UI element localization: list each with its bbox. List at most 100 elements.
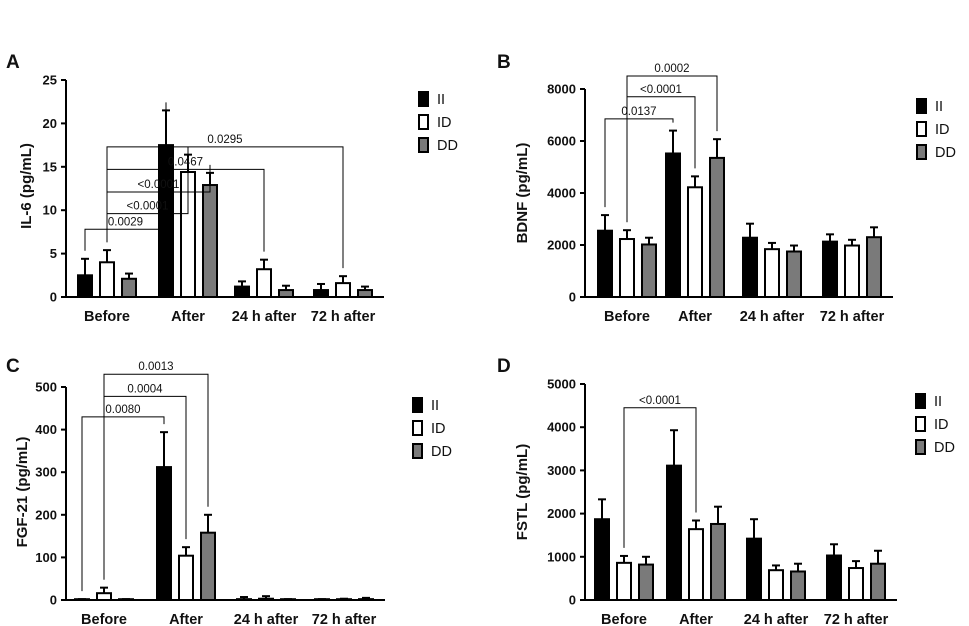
legend-label-dd: DD [437, 138, 458, 154]
panel-a-plot: 0 5 10 15 20 25 Before After 24 h after 72 h afte… [43, 73, 458, 326]
x-category-label: 72 h after [824, 612, 889, 626]
p-value-label: <0.0001 [640, 84, 682, 96]
legend-swatch-dd [915, 439, 926, 455]
bar-id [99, 261, 115, 298]
y-tick-label: 4000 [547, 186, 576, 201]
panel-a-ylabel: IL-6 (pg/mL) [18, 143, 35, 229]
y-tick-label: 3000 [547, 463, 576, 478]
y-tick-label: 2000 [547, 238, 576, 253]
y-tick-label: 1000 [547, 549, 576, 564]
bar-ii [666, 464, 682, 602]
y-tick-label: 2000 [547, 506, 576, 521]
legend-swatch-dd [418, 137, 429, 153]
p-value-label: <0.0001 [127, 201, 169, 213]
bar-ii [236, 598, 252, 602]
x-category-label: After [169, 612, 203, 626]
bar-ii [597, 229, 613, 298]
panel-c-plot: 0 100 200 300 400 500 Before After 24 h after 72 … [35, 361, 452, 626]
x-category-label: Before [81, 612, 127, 626]
x-category-label: 24 h after [740, 309, 805, 325]
bar-dd [357, 289, 373, 298]
panel-d-letter: D [497, 356, 511, 377]
x-category-label: 24 h after [744, 612, 809, 626]
bar-id [616, 561, 632, 602]
significance-bracket [81, 416, 165, 592]
panel-b: B BDNF (pg/mL) 0 2000 4000 6000 8000 Before Af… [497, 52, 956, 325]
y-tick-label: 0 [50, 593, 57, 608]
panel-d: D FSTL (pg/mL) 0 1000 2000 3000 4000 5000 Befo… [497, 356, 955, 626]
y-tick-label: 0 [569, 593, 576, 608]
x-category-label: Before [604, 309, 650, 325]
panel-c-ylabel: FGF-21 (pg/mL) [14, 437, 31, 548]
panel-b-letter: B [497, 52, 511, 73]
y-tick-label: 6000 [547, 134, 576, 149]
legend-label-ii: II [935, 99, 943, 115]
x-category-label: Before [601, 612, 647, 626]
bar-dd [358, 598, 374, 602]
panel-a: A IL-6 (pg/mL) 0 5 10 15 20 25 Before After 24 h… [6, 52, 458, 325]
bar-id [764, 248, 780, 299]
bar-id [258, 597, 274, 601]
bar-dd [870, 562, 886, 601]
legend-label-ii: II [431, 398, 439, 414]
panel-c: C FGF-21 (pg/mL) 0 100 200 300 400 500 Before A… [6, 356, 452, 626]
bar-id [256, 268, 272, 298]
bar-ii [826, 554, 842, 602]
legend-swatch-ii [915, 393, 926, 409]
significance-bracket [103, 395, 187, 580]
bar-id [96, 592, 112, 602]
x-category-label: 24 h after [234, 612, 299, 626]
bar-ii [822, 240, 838, 298]
bar-id [768, 569, 784, 602]
p-value-label: 0.0002 [654, 63, 689, 75]
p-value-label: 0.0467 [168, 156, 203, 168]
legend-label-id: ID [934, 417, 949, 433]
p-value-label: 0.0295 [207, 134, 242, 146]
bar-dd [121, 277, 137, 299]
x-category-label: 72 h after [820, 309, 885, 325]
y-tick-label: 5000 [547, 377, 576, 392]
p-value-label: 0.0137 [621, 106, 656, 118]
y-tick-label: 300 [35, 465, 57, 480]
legend-swatch-id [915, 416, 926, 432]
legend-label-id: ID [431, 421, 446, 437]
p-value-label: 0.0004 [127, 383, 163, 395]
bar-ii [156, 466, 172, 602]
bar-id [619, 238, 635, 299]
bar-dd [710, 522, 726, 602]
legend-label-dd: DD [934, 440, 955, 456]
x-category-label: 24 h after [232, 309, 297, 325]
legend-swatch-dd [412, 443, 423, 459]
bar-ii [665, 152, 681, 298]
significance-bracket [106, 146, 344, 269]
y-tick-label: 20 [43, 116, 57, 131]
panel-b-plot: 0 2000 4000 6000 8000 Before After 24 h after 72… [547, 63, 956, 325]
bar-dd [202, 184, 218, 298]
bar-ii [746, 537, 762, 602]
bar-id [688, 528, 704, 601]
legend-swatch-id [916, 121, 927, 137]
legend-swatch-id [412, 420, 423, 436]
panel-c-letter: C [6, 356, 20, 377]
bar-ii [594, 518, 610, 601]
x-category-label: Before [84, 309, 130, 325]
y-tick-label: 25 [43, 73, 57, 88]
bar-dd [790, 570, 806, 601]
legend-swatch-ii [916, 98, 927, 114]
legend-label-id: ID [935, 122, 950, 138]
p-value-label: <0.0001 [138, 179, 180, 191]
y-tick-label: 10 [43, 203, 57, 218]
p-value-label: 0.0029 [108, 216, 143, 228]
x-category-label: After [678, 309, 712, 325]
y-tick-label: 4000 [547, 420, 576, 435]
p-value-label: 0.0013 [138, 361, 173, 373]
p-value-label: 0.0080 [105, 404, 140, 416]
bar-id [335, 282, 351, 298]
x-category-label: 72 h after [312, 612, 377, 626]
y-tick-label: 5 [50, 246, 57, 261]
y-tick-label: 0 [569, 290, 576, 305]
panel-d-ylabel: FSTL (pg/mL) [514, 444, 531, 540]
bar-id [844, 244, 860, 299]
bar-ii [77, 274, 93, 298]
